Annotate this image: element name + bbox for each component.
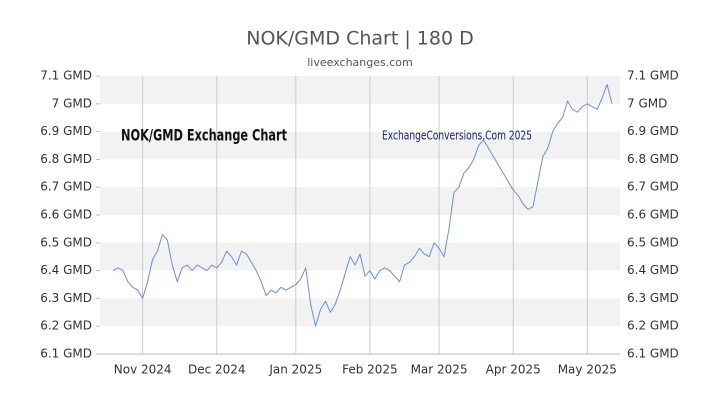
x-tick-label: Nov 2024 [114,363,172,377]
x-tick-label: Mar 2025 [411,363,468,377]
y-tick-label: 6.1 GMD [40,347,92,361]
chart-title: NOK/GMD Chart | 180 D [246,28,473,50]
x-tick-label: May 2025 [558,363,617,377]
y-tick-label: 6.2 GMD [40,319,92,333]
y-tick-label: 6.7 GMD [40,180,92,194]
y-tick-label: 7 GMD [52,96,92,110]
grid-band [100,187,620,215]
y2-tick-label: 6.5 GMD [627,235,679,249]
y2-tick-label: 6.9 GMD [627,124,679,138]
y2-tick-label: 6.8 GMD [627,152,679,166]
annotation: NOK/GMD Exchange Chart [121,126,287,145]
y2-tick-label: 7 GMD [627,96,667,110]
y2-tick-label: 6.4 GMD [627,263,679,277]
y2-tick-label: 6.2 GMD [627,319,679,333]
plot [112,83,613,327]
y-tick-label: 6.3 GMD [40,291,92,305]
y-tick-label: 6.4 GMD [40,263,92,277]
annotation: ExchangeConversions.Com 2025 [382,129,532,143]
x-tick-label: Apr 2025 [486,363,541,377]
y-tick-label: 7.1 GMD [40,69,92,83]
grid-band [100,242,620,271]
y-tick-label: 6.8 GMD [40,152,92,166]
x-tick-label: Feb 2025 [342,363,398,377]
grid-band [100,131,620,160]
y2-tick-label: 6.3 GMD [627,291,679,305]
y2-tick-label: 6.7 GMD [627,180,679,194]
y2-tick-label: 7.1 GMD [627,69,679,83]
y2-tick-label: 6.6 GMD [627,208,679,222]
grid-band [100,298,620,327]
line-series [112,83,613,327]
y-tick-label: 6.9 GMD [40,124,92,138]
y-tick-label: 6.5 GMD [40,235,92,249]
x-tick-label: Dec 2024 [188,363,246,377]
y-tick-label: 6.6 GMD [40,208,92,222]
x-tick-label: Jan 2025 [268,363,322,377]
y2-tick-label: 6.1 GMD [627,347,679,361]
grid-band [100,76,620,104]
chart-subtitle: liveexchanges.com [307,56,412,69]
grid: 6.1 GMD 6.1 GMD 6.2 GMD 6.2 GMD 6.3 GMD 6.3 G… [40,69,679,377]
